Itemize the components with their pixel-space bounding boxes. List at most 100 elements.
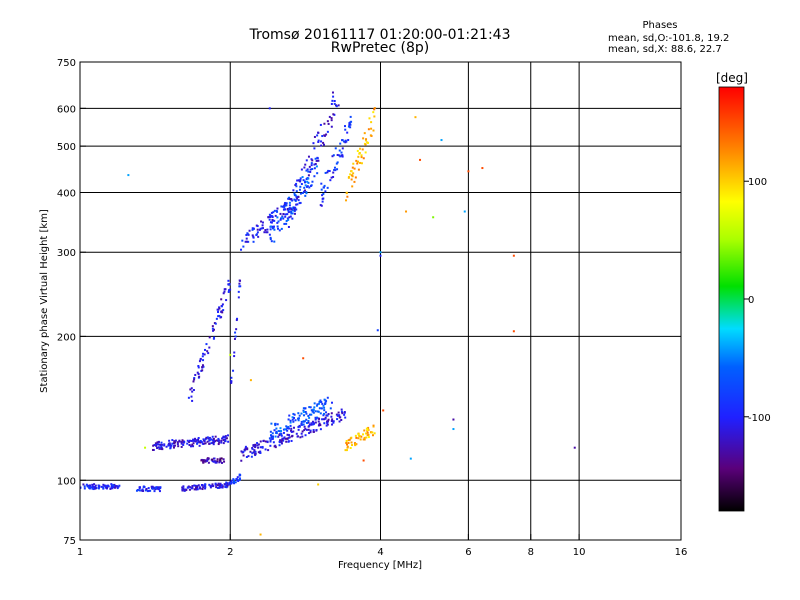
echo-point xyxy=(363,436,366,439)
echo-point xyxy=(261,224,264,227)
echo-point xyxy=(270,422,273,425)
echo-point xyxy=(204,460,207,463)
echo-point xyxy=(222,442,225,445)
echo-point xyxy=(218,307,221,310)
echo-point xyxy=(219,460,222,463)
echo-point xyxy=(367,436,370,439)
echo-point xyxy=(238,474,241,477)
echo-point xyxy=(257,235,260,238)
echo-point xyxy=(283,203,286,206)
echo-point xyxy=(189,388,192,391)
echo-point xyxy=(336,161,339,164)
echo-point xyxy=(286,429,289,432)
echo-point xyxy=(104,484,107,487)
echo-point xyxy=(213,457,216,460)
echo-point xyxy=(331,423,334,426)
echo-point xyxy=(191,443,194,446)
echo-point xyxy=(345,440,348,443)
echo-point xyxy=(327,418,330,421)
echo-point xyxy=(305,192,308,195)
echo-point xyxy=(280,440,283,443)
echo-point xyxy=(344,125,347,128)
echo-point xyxy=(294,419,297,422)
echo-point xyxy=(274,422,277,425)
echo-point xyxy=(296,197,299,200)
echo-point xyxy=(321,135,324,138)
echo-point xyxy=(206,350,209,353)
echo-point xyxy=(321,194,324,197)
echo-point xyxy=(218,306,221,309)
echo-point xyxy=(334,147,337,150)
echo-point xyxy=(208,346,211,349)
echo-point xyxy=(159,446,162,449)
echo-point xyxy=(199,441,202,444)
echo-point xyxy=(217,482,220,485)
echo-point xyxy=(291,212,294,215)
echo-point xyxy=(247,455,250,458)
echo-point xyxy=(320,144,323,147)
echo-point xyxy=(193,439,196,442)
echo-point xyxy=(350,444,353,447)
echo-point xyxy=(333,102,336,105)
echo-point xyxy=(269,215,272,218)
echo-point xyxy=(282,428,285,431)
echo-point xyxy=(295,432,298,435)
echo-point xyxy=(357,437,360,440)
echo-point xyxy=(106,486,109,489)
echo-point xyxy=(219,458,222,461)
echo-point xyxy=(276,210,279,213)
x-tick-label: 2 xyxy=(227,547,233,558)
echo-point xyxy=(284,437,287,440)
echo-point xyxy=(290,430,293,433)
echo-point xyxy=(230,482,233,485)
echo-point xyxy=(340,151,343,154)
echo-point xyxy=(282,439,285,442)
echo-point xyxy=(332,113,335,116)
echo-point xyxy=(329,407,332,410)
echo-point xyxy=(219,486,222,489)
echo-point xyxy=(293,194,296,197)
echo-point xyxy=(345,441,348,444)
echo-point xyxy=(211,483,214,486)
echo-point xyxy=(316,157,319,160)
echo-point xyxy=(184,489,187,492)
echo-point xyxy=(172,446,175,449)
echo-point xyxy=(359,147,362,150)
echo-point xyxy=(336,414,339,417)
echo-point xyxy=(93,483,96,486)
echo-point xyxy=(202,461,205,464)
echo-point xyxy=(350,170,353,173)
echo-point xyxy=(157,446,160,449)
echo-point xyxy=(296,179,299,182)
echo-point xyxy=(331,91,334,94)
echo-point xyxy=(344,449,347,452)
echo-point xyxy=(317,139,320,142)
echo-point xyxy=(365,436,368,439)
echo-point xyxy=(90,486,93,489)
echo-point xyxy=(186,486,189,489)
echo-point xyxy=(264,440,267,443)
echo-point xyxy=(301,435,304,438)
echo-point xyxy=(224,435,227,438)
echo-point xyxy=(257,443,260,446)
echo-point xyxy=(217,437,220,440)
echo-point xyxy=(268,218,271,221)
echo-point xyxy=(324,416,327,419)
echo-point xyxy=(330,117,333,120)
echo-point xyxy=(269,238,272,241)
echo-point xyxy=(87,484,90,487)
echo-point xyxy=(320,188,323,191)
echo-point xyxy=(290,435,293,438)
echo-point xyxy=(275,427,278,430)
echo-point xyxy=(364,139,367,142)
echo-point xyxy=(280,430,283,433)
echo-point xyxy=(157,486,160,489)
echo-point xyxy=(326,171,329,174)
echo-point xyxy=(312,423,315,426)
echo-point xyxy=(299,185,302,188)
echo-point xyxy=(346,449,349,452)
echo-point xyxy=(173,444,176,447)
echo-point xyxy=(294,199,297,202)
echo-point xyxy=(189,445,192,448)
echo-point xyxy=(197,440,200,443)
